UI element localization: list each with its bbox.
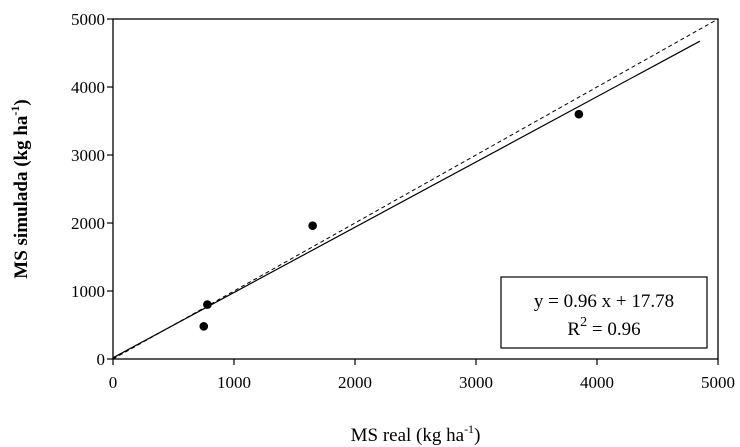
r-squared-value: = 0.96 <box>587 319 640 340</box>
x-axis-title-end: ) <box>474 425 480 446</box>
points-layer <box>199 109 584 331</box>
data-point <box>308 221 317 231</box>
annotation-box <box>500 276 708 349</box>
y-axis-title-sup: -1 <box>8 106 22 116</box>
regression-annotation: y = 0.96 x + 17.78 R2 = 0.96 <box>500 276 708 349</box>
y-tick-label: 4000 <box>71 78 105 97</box>
x-tick-label: 3000 <box>459 373 493 392</box>
y-axis-ticks: 0 1000 2000 3000 4000 5000 <box>71 10 113 369</box>
data-point <box>574 109 584 119</box>
x-tick-label: 4000 <box>580 373 614 392</box>
y-axis-title-end: ) <box>11 99 32 105</box>
r-squared-main: R <box>567 319 580 340</box>
y-tick-label: 5000 <box>71 10 105 29</box>
plot-frame <box>112 18 719 360</box>
y-axis-title-main: MS simulada (kg ha <box>11 115 32 279</box>
x-tick-label: 2000 <box>338 373 372 392</box>
one-to-one-line <box>112 18 719 360</box>
data-point <box>199 322 209 331</box>
x-tick-label: 5000 <box>701 373 735 392</box>
y-tick-label: 1000 <box>71 282 105 301</box>
x-tick-label: 0 <box>109 373 118 392</box>
plot-area <box>112 18 719 360</box>
x-tick-label: 1000 <box>217 373 251 392</box>
x-axis-title-main: MS real (kg ha <box>351 425 465 446</box>
y-tick-label: 0 <box>97 350 106 369</box>
x-axis-ticks: 0 1000 2000 3000 4000 5000 <box>109 359 735 392</box>
data-point <box>203 300 212 309</box>
y-tick-label: 3000 <box>71 146 105 165</box>
y-tick-label: 2000 <box>71 214 105 233</box>
regression-equation: y = 0.96 x + 17.78 <box>534 291 674 312</box>
x-axis-title-sup: -1 <box>464 422 474 436</box>
x-axis-title: MS real (kg ha-1) <box>351 422 481 446</box>
r-squared-sup: 2 <box>580 315 587 330</box>
r-squared: R2 = 0.96 <box>567 315 640 340</box>
y-axis-title: MS simulada (kg ha-1) <box>8 99 32 278</box>
